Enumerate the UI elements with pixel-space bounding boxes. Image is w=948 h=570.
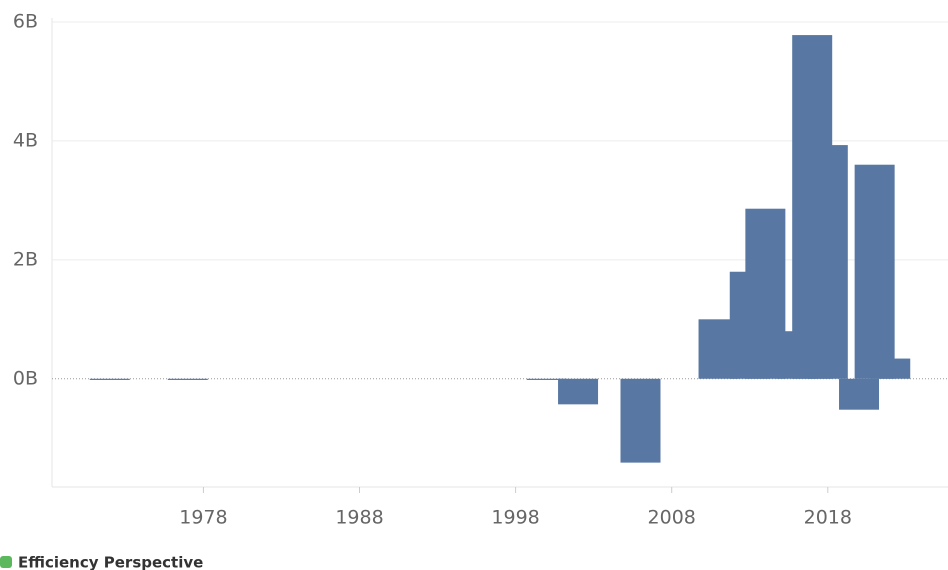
footer-label: Efficiency Perspective xyxy=(18,554,203,570)
bar xyxy=(792,35,833,379)
x-tick-label: 1978 xyxy=(179,507,227,529)
bar xyxy=(839,378,880,410)
bar xyxy=(620,378,661,463)
y-tick-label: 4B xyxy=(13,129,38,151)
bar xyxy=(558,378,599,405)
x-tick-label: 2008 xyxy=(648,507,696,529)
y-tick-label: 6B xyxy=(13,11,38,33)
x-tick-label: 2018 xyxy=(804,507,852,529)
y-tick-label: 2B xyxy=(13,248,38,270)
x-tick-label: 1998 xyxy=(491,507,539,529)
x-tick-label: 1988 xyxy=(335,507,383,529)
bar xyxy=(167,378,208,380)
footer-icon xyxy=(0,556,12,568)
bar xyxy=(526,378,567,380)
bar xyxy=(745,208,786,379)
bar xyxy=(854,164,895,379)
bar xyxy=(89,378,130,380)
y-tick-label: 0B xyxy=(13,367,38,389)
